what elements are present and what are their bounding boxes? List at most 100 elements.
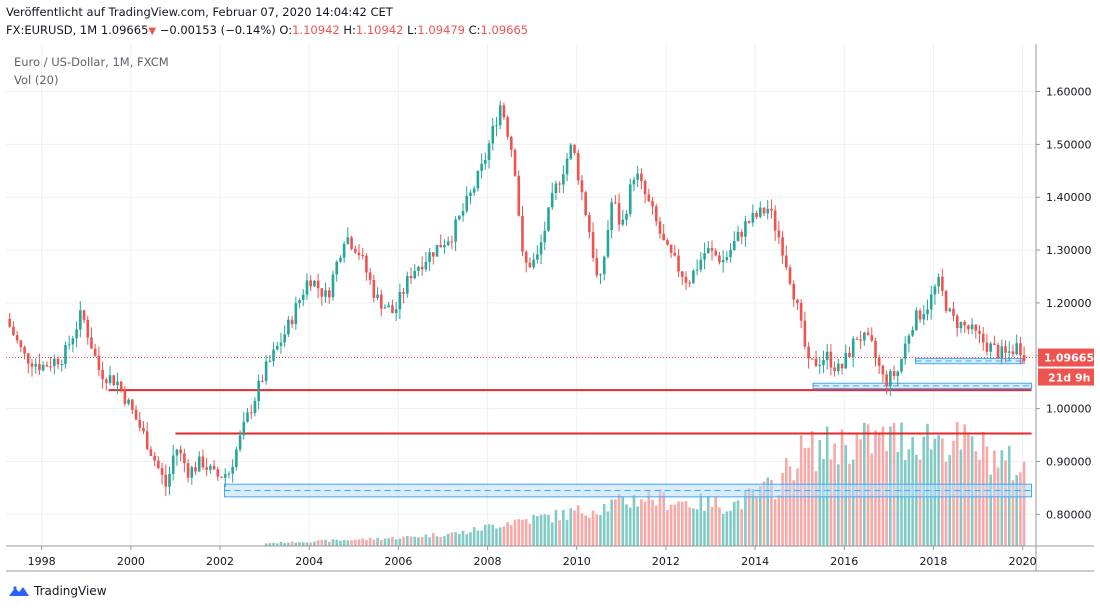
candle-body <box>264 361 268 382</box>
volume-bar <box>829 459 833 546</box>
candle-body <box>651 201 654 207</box>
candle-body <box>543 230 547 243</box>
candle-body <box>465 195 469 212</box>
candle-body <box>34 364 38 367</box>
volume-bar <box>521 519 524 546</box>
volume-bar <box>550 522 554 546</box>
candle-body <box>49 366 52 368</box>
volume-bar <box>729 510 732 546</box>
candle-body <box>554 183 558 193</box>
candle-body <box>837 363 840 372</box>
volume-bar <box>944 461 948 546</box>
candle-body <box>669 244 673 253</box>
volume-bar <box>554 509 558 546</box>
candle-body <box>528 262 532 268</box>
volume-bar <box>718 507 721 546</box>
candle-body <box>454 219 457 242</box>
candle-body <box>762 207 766 214</box>
volume-bar <box>666 510 669 546</box>
volume-bar <box>290 541 294 546</box>
candle-body <box>446 241 450 246</box>
candle-body <box>766 208 770 214</box>
candle-body <box>342 243 346 258</box>
candle-body <box>510 136 513 150</box>
candle-body <box>409 275 413 279</box>
candle-body <box>502 105 506 118</box>
candle-body <box>944 290 948 312</box>
candle-body <box>591 232 595 258</box>
volume-bar <box>669 504 673 546</box>
price-chart[interactable]: 0.800000.900001.000001.100001.200001.300… <box>0 0 1100 580</box>
volume-bar <box>465 534 469 546</box>
y-tick-label: 1.20000 <box>1046 297 1092 310</box>
candle-body <box>729 249 732 258</box>
volume-bar <box>896 451 900 546</box>
candle-body <box>970 324 974 330</box>
candle-body <box>197 456 201 472</box>
candle-body <box>948 308 952 312</box>
brand-name: TradingView <box>34 584 107 598</box>
candle-body <box>885 374 888 387</box>
candle-body <box>829 351 833 368</box>
candle-body <box>294 303 298 325</box>
candle-body <box>439 244 443 248</box>
candle-body <box>253 400 257 414</box>
volume-bar <box>458 533 461 546</box>
support-zones <box>223 357 1033 498</box>
candle-body <box>290 319 294 325</box>
volume-bar <box>643 501 647 546</box>
volume-bar <box>268 543 272 546</box>
volume-bar <box>658 489 662 546</box>
volume-bar <box>714 496 718 546</box>
candle-body <box>365 255 368 273</box>
candle-body <box>209 465 212 470</box>
volume-bar <box>758 486 762 546</box>
candle-body <box>625 213 628 220</box>
volume-bar <box>368 537 372 546</box>
volume-bar <box>621 496 625 546</box>
candle-body <box>870 335 874 341</box>
candle-body <box>550 192 554 208</box>
volume-bar <box>313 541 316 546</box>
volume-bar <box>491 524 495 546</box>
volume-bar <box>524 519 528 546</box>
candle-body <box>71 338 75 345</box>
candle-body <box>963 321 966 326</box>
volume-bar <box>498 527 502 546</box>
candle-body <box>900 358 903 372</box>
candle-body <box>628 184 632 214</box>
candle-body <box>1000 346 1004 358</box>
candle-body <box>186 463 190 478</box>
candle-body <box>183 453 186 464</box>
candle-body <box>387 305 391 308</box>
volume-bar <box>989 474 992 546</box>
volume-bar <box>851 459 855 546</box>
candle-body <box>405 275 409 294</box>
candle-body <box>93 348 97 356</box>
volume-bar <box>744 491 747 546</box>
candle-body <box>911 329 914 336</box>
volume-bar <box>1011 480 1015 546</box>
volume-bar <box>339 540 342 546</box>
candle-body <box>287 319 290 335</box>
volume-bar <box>342 539 346 546</box>
candle-body <box>472 188 476 193</box>
x-tick-label: 2018 <box>919 555 947 568</box>
volume-bar <box>506 522 509 546</box>
candle-body <box>194 467 197 472</box>
candle-body <box>907 335 911 344</box>
candle-body <box>15 335 19 341</box>
candle-body <box>866 332 870 336</box>
volume-bar <box>487 524 491 546</box>
candle-body <box>580 180 584 193</box>
candle-body <box>97 355 101 370</box>
candle-body <box>231 466 234 474</box>
candle-body <box>773 210 777 231</box>
candle-body <box>929 294 933 310</box>
candle-body <box>53 358 56 367</box>
volume-bar <box>316 540 320 546</box>
volume-bar <box>654 505 658 546</box>
footer-branding[interactable]: TradingView <box>8 584 107 598</box>
candle-body <box>153 455 156 461</box>
candle-body <box>777 230 781 238</box>
